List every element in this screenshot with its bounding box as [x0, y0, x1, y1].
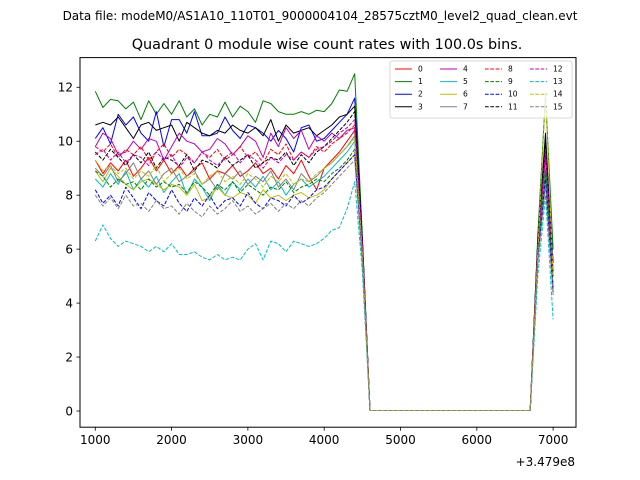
series-line-13 — [94, 181, 554, 411]
figure-suptitle: Data file: modeM0/AS1A10_110T01_90000041… — [63, 9, 578, 23]
legend-box — [389, 60, 573, 119]
legend-label-2: 2 — [418, 90, 423, 99]
legend-label-5: 5 — [463, 77, 468, 86]
plot-area — [94, 73, 554, 411]
y-axis: 0 2 4 6 8 10 12 — [58, 81, 80, 418]
legend-label-7: 7 — [463, 102, 468, 111]
x-tick-label: 5000 — [385, 433, 416, 447]
legend-label-14: 14 — [553, 90, 563, 99]
y-tick-label: 6 — [65, 242, 73, 256]
x-tick-label: 1000 — [80, 433, 111, 447]
legend-label-0: 0 — [418, 65, 423, 74]
legend-label-6: 6 — [463, 90, 468, 99]
legend-label-13: 13 — [553, 77, 563, 86]
x-tick-label: 7000 — [538, 433, 569, 447]
x-tick-label: 6000 — [462, 433, 493, 447]
y-tick-label: 10 — [58, 135, 73, 149]
series-line-15 — [94, 159, 554, 411]
legend-label-3: 3 — [418, 102, 423, 111]
y-tick-label: 4 — [65, 296, 73, 310]
y-tick-label: 2 — [65, 350, 73, 364]
y-tick-label: 12 — [58, 81, 73, 95]
x-tick-label: 4000 — [309, 433, 340, 447]
y-tick-label: 0 — [65, 404, 73, 418]
legend-label-4: 4 — [463, 65, 468, 74]
legend-label-8: 8 — [508, 65, 513, 74]
chart-title: Quadrant 0 module wise count rates with … — [132, 37, 523, 53]
legend-label-1: 1 — [418, 77, 423, 86]
legend-label-12: 12 — [553, 65, 563, 74]
legend-label-10: 10 — [508, 90, 518, 99]
x-axis-offset-label: +3.479e8 — [516, 455, 575, 469]
legend-label-15: 15 — [553, 102, 563, 111]
x-tick-label: 3000 — [233, 433, 264, 447]
x-tick-label: 2000 — [156, 433, 187, 447]
x-axis: 1000 2000 3000 4000 5000 6000 7000 — [80, 427, 568, 447]
y-tick-label: 8 — [65, 188, 73, 202]
axes-frame — [79, 57, 577, 428]
legend-label-11: 11 — [508, 102, 518, 111]
legend-label-9: 9 — [508, 77, 513, 86]
